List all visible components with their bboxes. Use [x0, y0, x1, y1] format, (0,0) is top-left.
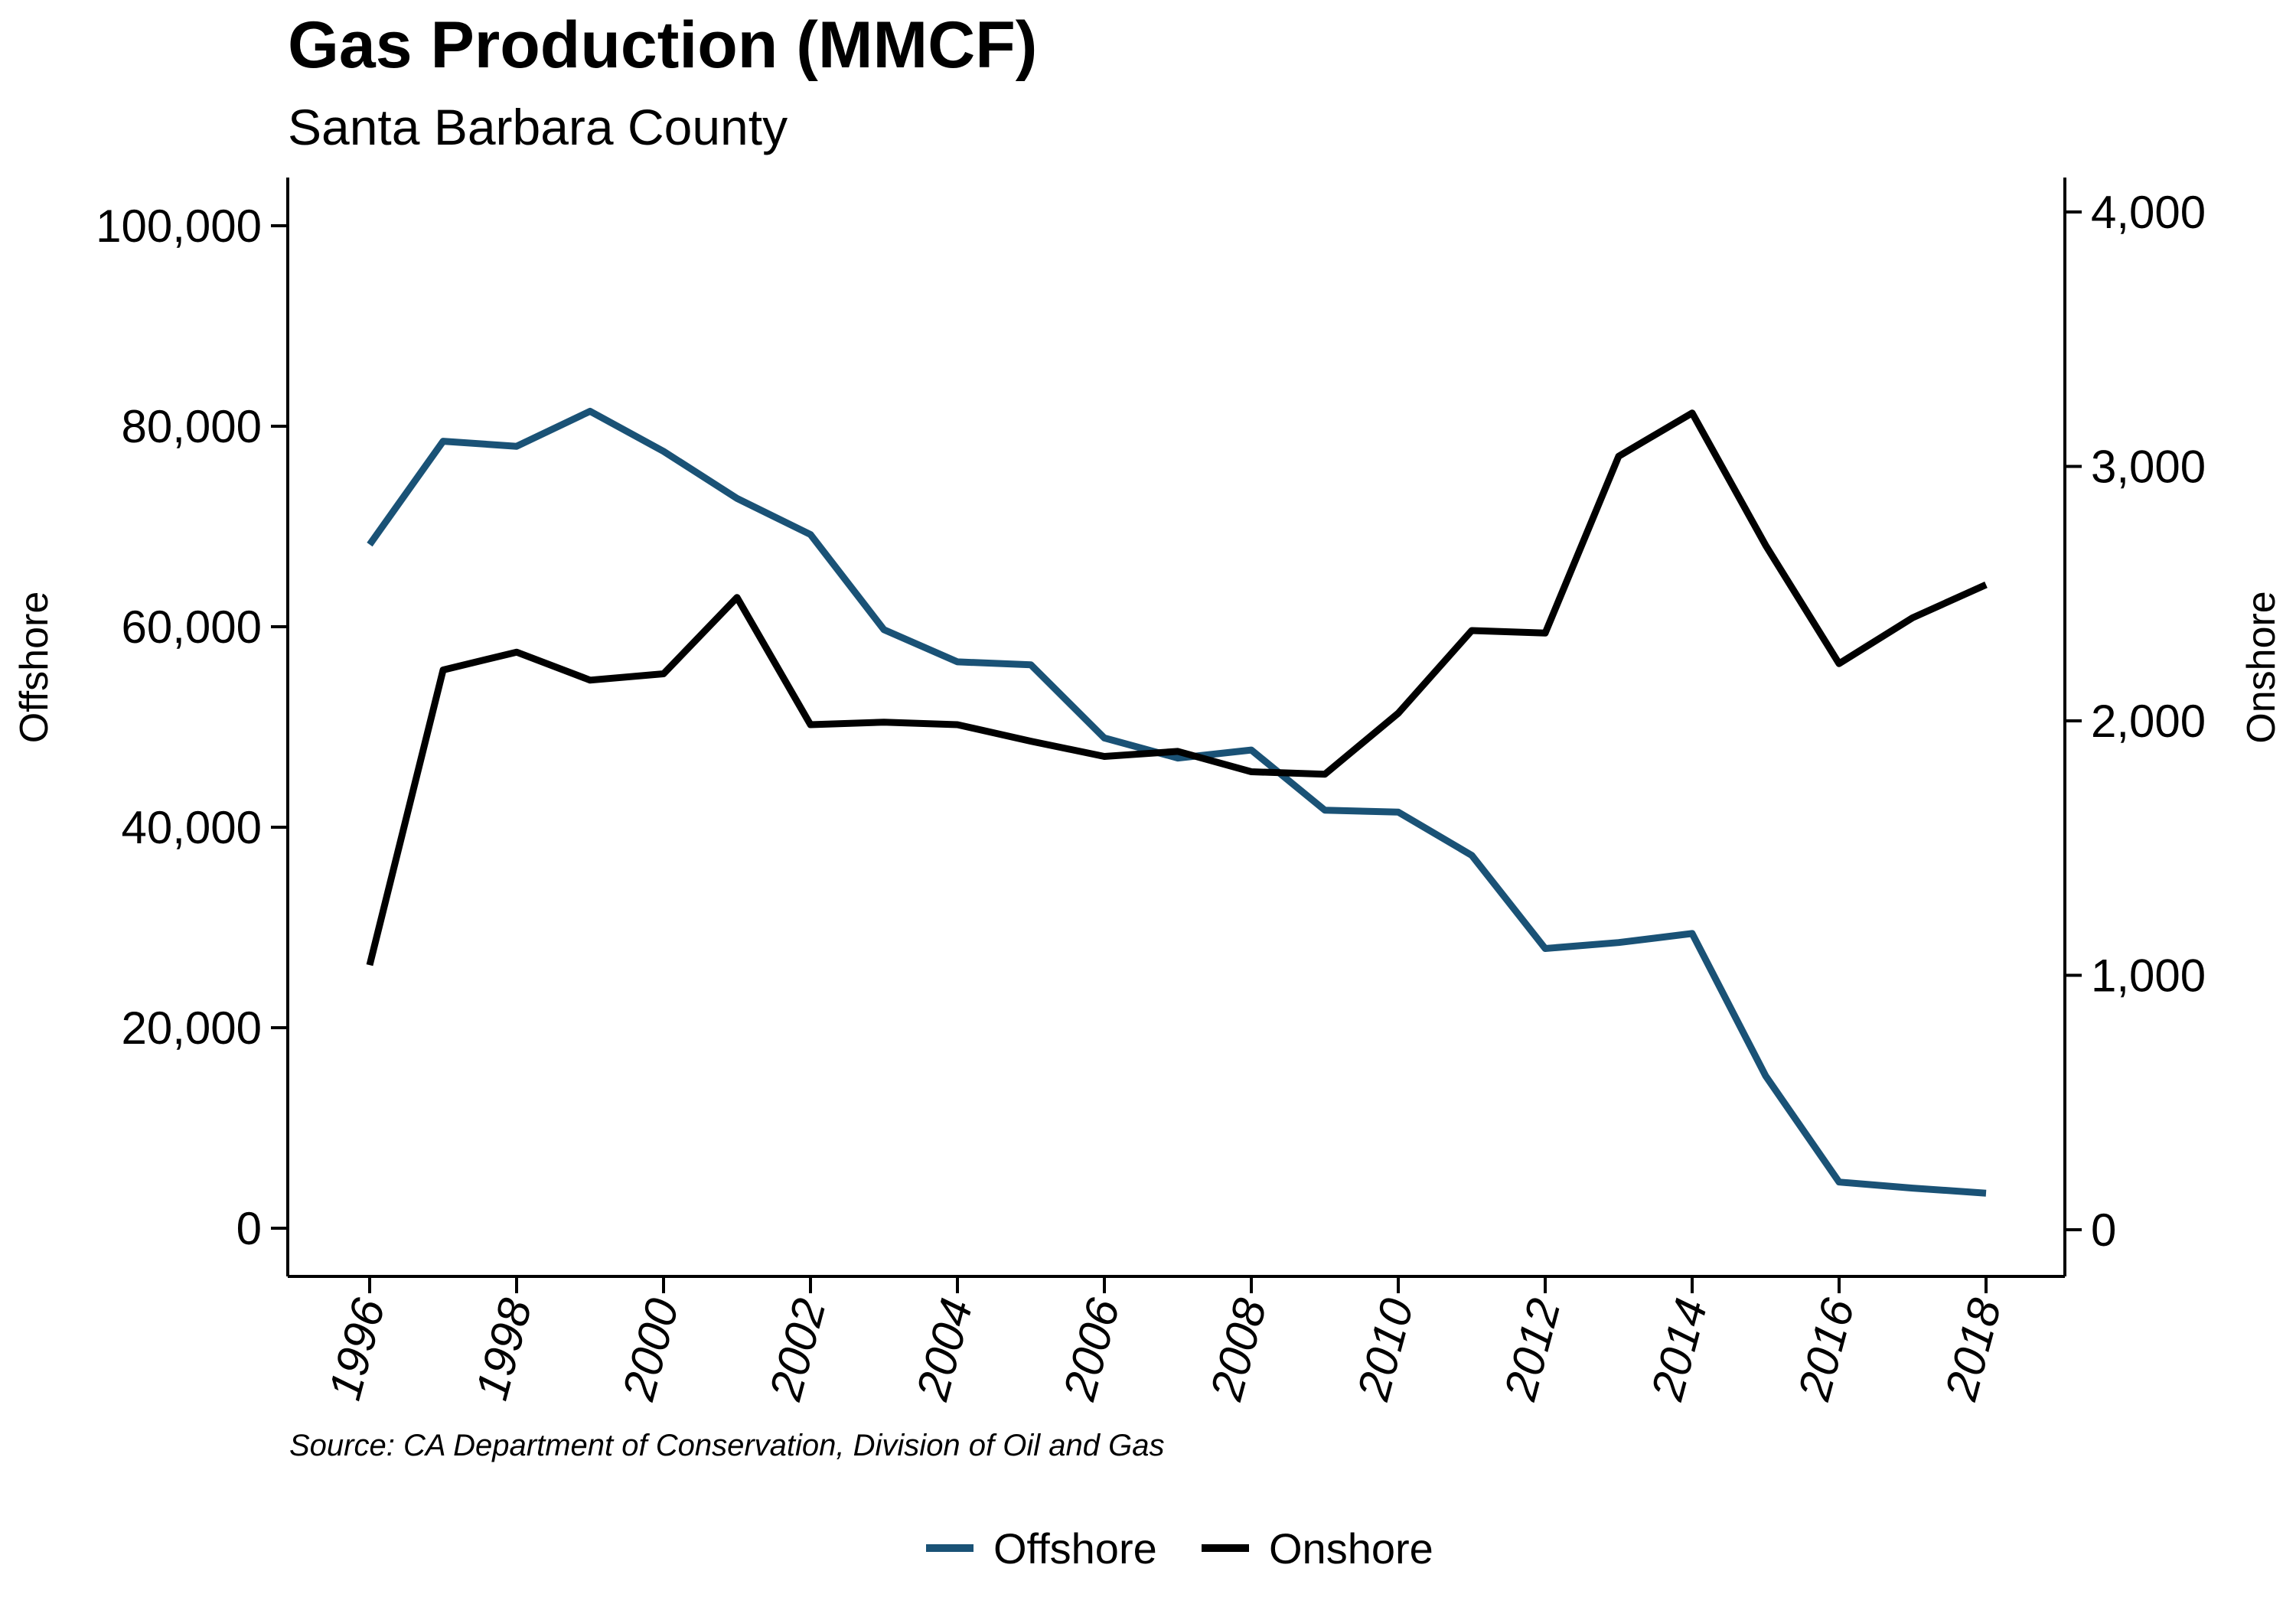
y-left-tick-label: 100,000	[96, 200, 262, 252]
y-left-tick-label: 20,000	[121, 1002, 262, 1054]
legend-label-onshore: Onshore	[1269, 1524, 1433, 1573]
y-right-tick-label: 0	[2091, 1204, 2116, 1256]
x-tick-label: 2012	[1494, 1293, 1570, 1406]
y-left-tick-label: 0	[236, 1203, 262, 1254]
x-tick-label: 2004	[906, 1293, 983, 1406]
x-tick-label: 2006	[1053, 1292, 1130, 1406]
x-tick-label: 2018	[1935, 1292, 2011, 1406]
y-left-axis-title: Offshore	[12, 592, 57, 743]
axes	[286, 178, 2066, 1278]
x-tick-label: 2000	[612, 1293, 689, 1406]
y-left-tick-label: 60,000	[121, 601, 262, 653]
chart-subtitle: Santa Barbara County	[288, 99, 788, 155]
x-axis-ticks: 1996 1998 2000 2002 2004 2006 2008 2010 2012 2014…	[318, 1276, 2011, 1406]
series-line-onshore	[366, 409, 1988, 966]
y-right-axis-title: Onshore	[2239, 591, 2284, 743]
y-left-tick-label: 80,000	[121, 401, 262, 452]
x-tick-label: 1998	[465, 1292, 541, 1405]
series-line-offshore	[367, 407, 1987, 1197]
legend-label-offshore: Offshore	[993, 1524, 1157, 1573]
x-tick-label: 2008	[1200, 1292, 1277, 1406]
series-layer	[366, 407, 1988, 1197]
x-tick-label: 2014	[1641, 1293, 1717, 1406]
chart-title: Gas Production (MMCF)	[288, 8, 1038, 82]
y-right-axis-ticks: 0 1,000 2,000 3,000 4,000	[2065, 187, 2206, 1256]
y-left-tick-label: 40,000	[121, 802, 262, 853]
y-right-tick-label: 2,000	[2091, 696, 2206, 747]
x-tick-label: 2010	[1347, 1293, 1424, 1406]
y-left-axis-ticks: 0 20,000 40,000 60,000 80,000 100,000	[96, 200, 288, 1254]
y-right-tick-label: 4,000	[2091, 187, 2206, 238]
source-note: Source: CA Department of Conservation, D…	[289, 1429, 1164, 1462]
x-tick-label: 2016	[1788, 1292, 1864, 1406]
y-right-tick-label: 1,000	[2091, 950, 2206, 1002]
x-tick-label: 2002	[759, 1293, 836, 1406]
legend: Offshore Onshore	[926, 1524, 1433, 1573]
y-right-tick-label: 3,000	[2091, 442, 2206, 493]
x-tick-label: 1996	[318, 1292, 394, 1405]
